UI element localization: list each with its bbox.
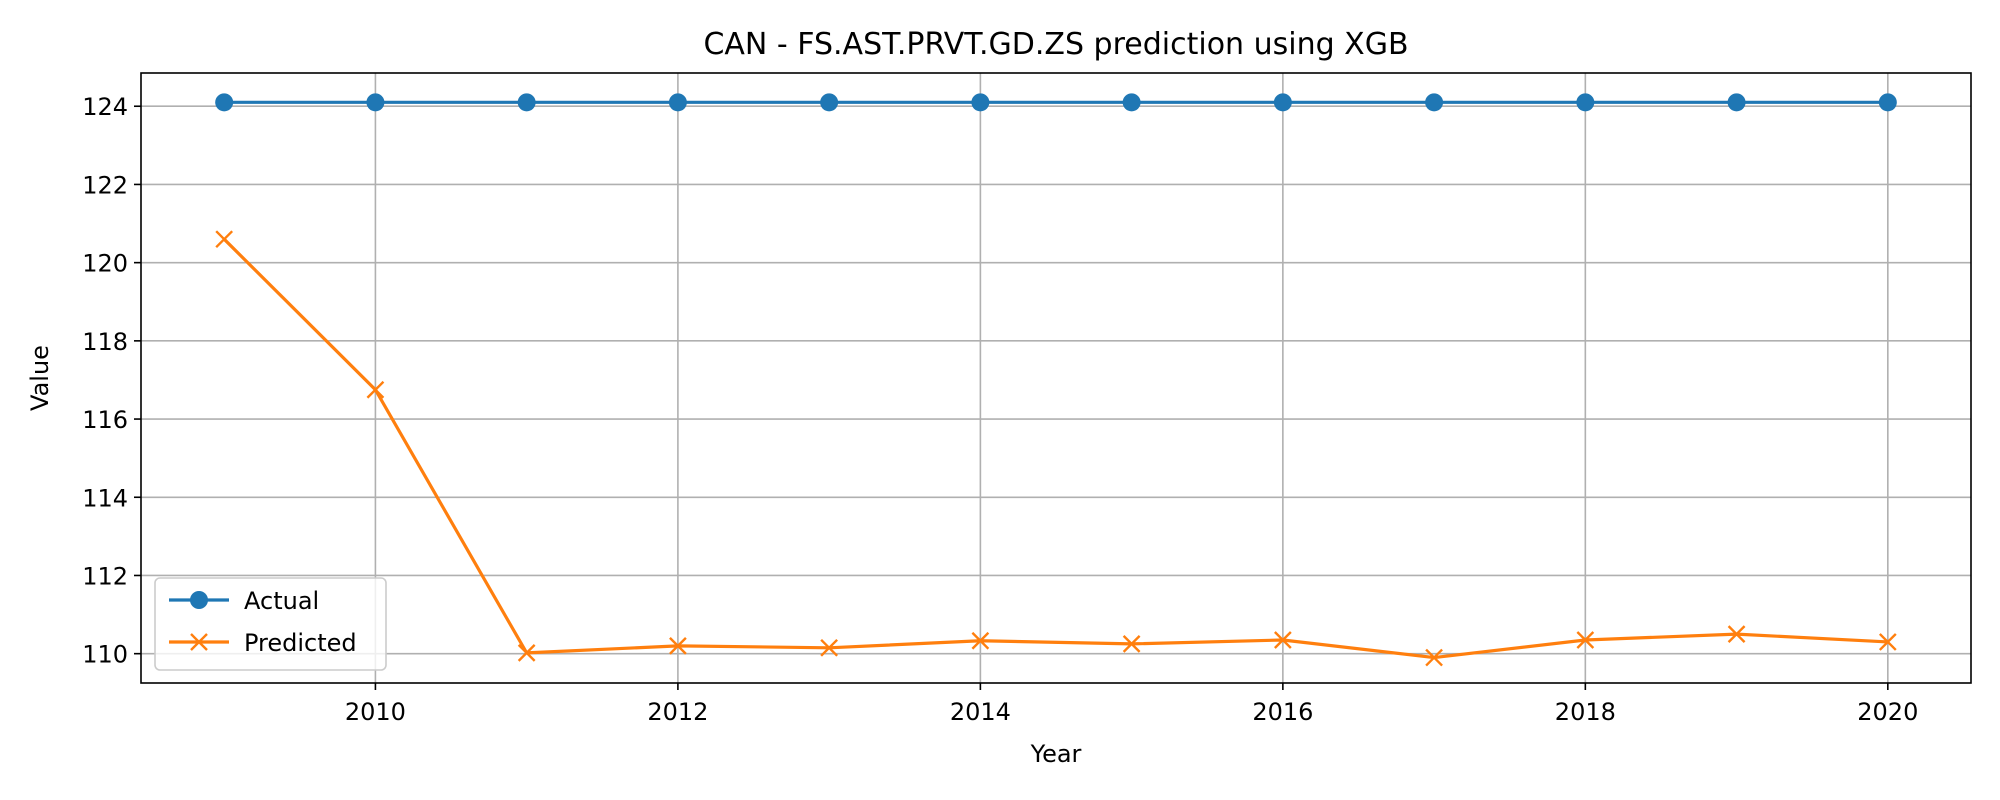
y-tick-label: 122: [82, 171, 128, 199]
predicted-point: [1425, 648, 1443, 667]
predicted-point: [215, 230, 234, 249]
predicted-point: [1878, 633, 1897, 651]
predicted-point: [971, 631, 990, 650]
legend-actual-marker: [190, 591, 208, 609]
y-tick-label: 114: [82, 484, 128, 512]
x-tick-label: 2012: [647, 698, 708, 726]
actual-point: [517, 93, 536, 112]
plot-frame: [140, 72, 1972, 684]
actual-point: [1727, 93, 1746, 112]
y-axis-label: Value: [26, 345, 54, 411]
predicted-point: [820, 638, 838, 657]
predicted-series-line: [223, 238, 1888, 660]
actual-point: [1122, 93, 1141, 112]
predicted-point: [1576, 631, 1595, 649]
x-tick-label: 2020: [1857, 698, 1918, 726]
actual-point: [215, 93, 234, 112]
legend-predicted-label: Predicted: [244, 629, 357, 657]
y-tick-label: 118: [82, 328, 128, 356]
x-tick-label: 2016: [1252, 698, 1313, 726]
predicted-point: [366, 380, 385, 399]
predicted-point: [669, 637, 687, 655]
legend: Actual Predicted: [154, 577, 387, 671]
grid-layer: [141, 73, 1971, 683]
x-tick-label: 2014: [950, 698, 1011, 726]
actual-point: [971, 93, 990, 112]
x-axis-label: Year: [1030, 740, 1082, 768]
actual-point: [1425, 93, 1444, 112]
y-tick-label: 116: [82, 406, 128, 434]
y-tick-label: 112: [82, 562, 128, 590]
tick-layer: 2010 2012 2014 2016 2018 2020 110 112 114 116 118 1…: [82, 93, 1918, 726]
chart-title: CAN - FS.AST.PRVT.GD.ZS prediction using…: [703, 27, 1408, 62]
actual-point: [366, 93, 385, 112]
series-layer: [215, 93, 1897, 667]
legend-predicted-marker: [190, 633, 208, 651]
x-tick-label: 2010: [345, 698, 406, 726]
predicted-point: [517, 644, 536, 662]
actual-point: [820, 93, 839, 112]
y-tick-label: 110: [82, 641, 128, 669]
x-tick-label: 2018: [1555, 698, 1616, 726]
actual-point: [1878, 93, 1897, 112]
actual-point: [668, 93, 687, 112]
predicted-point: [1727, 625, 1746, 643]
predicted-point: [1274, 631, 1292, 649]
actual-point: [1273, 93, 1292, 112]
y-tick-label: 120: [82, 250, 128, 278]
y-tick-label: 124: [82, 93, 128, 121]
predicted-point: [1122, 635, 1141, 653]
actual-point: [1576, 93, 1595, 112]
legend-actual-label: Actual: [244, 587, 319, 615]
